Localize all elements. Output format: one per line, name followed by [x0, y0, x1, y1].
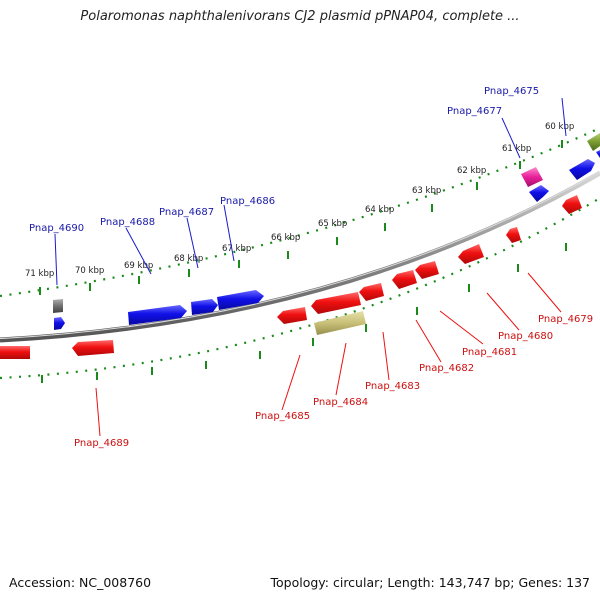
plasmid-backbone — [0, 170, 600, 343]
forward-ruler-ticks — [39, 140, 563, 295]
gene-pnap-4689[interactable] — [72, 340, 114, 356]
feature-green[interactable] — [587, 133, 600, 151]
ruler-label-67-kbp: 67 kbp — [222, 244, 251, 254]
gene-label-pnap-4688[interactable]: Pnap_4688 — [100, 217, 155, 228]
gene-pnap-4681[interactable] — [415, 261, 439, 279]
gene-pnap-4684[interactable] — [314, 311, 366, 335]
ruler-label-68-kbp: 68 kbp — [174, 254, 203, 264]
gene-label-pnap-4690[interactable]: Pnap_4690 — [29, 223, 84, 234]
ruler-label-61-kbp: 61 kbp — [502, 144, 531, 154]
gene-label-pnap-4685[interactable]: Pnap_4685 — [255, 411, 310, 422]
gene-pnap-4676[interactable] — [529, 185, 549, 202]
gene-pnap-4685[interactable] — [277, 307, 307, 324]
ruler-label-60-kbp: 60 kbp — [545, 122, 574, 132]
gene-pnap-4690[interactable] — [54, 317, 65, 330]
gene-pnap-4690-tick[interactable] — [53, 299, 63, 313]
forward-features — [53, 133, 600, 330]
gene-label-pnap-4682[interactable]: Pnap_4682 — [419, 363, 474, 374]
gene-label-pnap-4686[interactable]: Pnap_4686 — [220, 196, 275, 207]
reverse-ruler-ticks — [41, 243, 567, 383]
gene-pnap-4679[interactable] — [506, 227, 521, 243]
reverse-features — [0, 195, 582, 359]
ruler-label-66-kbp: 66 kbp — [271, 233, 300, 243]
gene-label-pnap-4689[interactable]: Pnap_4689 — [74, 438, 129, 449]
gene-pnap-4682[interactable] — [392, 270, 417, 289]
map-title: Polaromonas naphthalenivorans CJ2 plasmi… — [80, 9, 520, 24]
gene-pnap-4685b[interactable] — [311, 292, 361, 314]
map-summary-text: Topology: circular; Length: 143,747 bp; … — [270, 575, 591, 590]
ruler-label-69-kbp: 69 kbp — [124, 261, 153, 271]
gene-pnap-4677-magenta[interactable] — [521, 167, 543, 187]
ruler-label-71-kbp: 71 kbp — [25, 269, 54, 279]
gene-pnap-4683[interactable] — [359, 283, 384, 301]
gene-label-pnap-4687[interactable]: Pnap_4687 — [159, 207, 214, 218]
gene-label-pnap-4684[interactable]: Pnap_4684 — [313, 397, 368, 408]
gene-label-pnap-4679[interactable]: Pnap_4679 — [538, 314, 593, 325]
gene-pnap-4689-left[interactable] — [0, 346, 30, 359]
gene-label-pnap-4680[interactable]: Pnap_4680 — [498, 331, 553, 342]
reverse-leader-lines — [95, 272, 562, 437]
gene-pnap-4688[interactable] — [128, 305, 187, 325]
ruler-label-65-kbp: 65 kbp — [318, 219, 347, 229]
gene-label-pnap-4681[interactable]: Pnap_4681 — [462, 347, 517, 358]
gene-label-pnap-4683[interactable]: Pnap_4683 — [365, 381, 420, 392]
gene-label-pnap-4677[interactable]: Pnap_4677 — [447, 106, 502, 117]
ruler-label-62-kbp: 62 kbp — [457, 166, 486, 176]
gene-pnap-4678[interactable] — [562, 195, 582, 214]
ruler-label-64-kbp: 64 kbp — [365, 205, 394, 215]
ruler-label-63-kbp: 63 kbp — [412, 186, 441, 196]
gene-pnap-4686[interactable] — [217, 290, 264, 310]
ruler-label-70-kbp: 70 kbp — [75, 266, 104, 276]
accession-text: Accession: NC_008760 — [9, 575, 152, 590]
gene-pnap-4675[interactable] — [569, 159, 595, 180]
gene-label-pnap-4675[interactable]: Pnap_4675 — [484, 86, 539, 97]
gene-pnap-4680[interactable] — [458, 244, 484, 264]
forward-leader-lines — [54, 97, 567, 286]
gene-pnap-4687[interactable] — [191, 299, 218, 315]
